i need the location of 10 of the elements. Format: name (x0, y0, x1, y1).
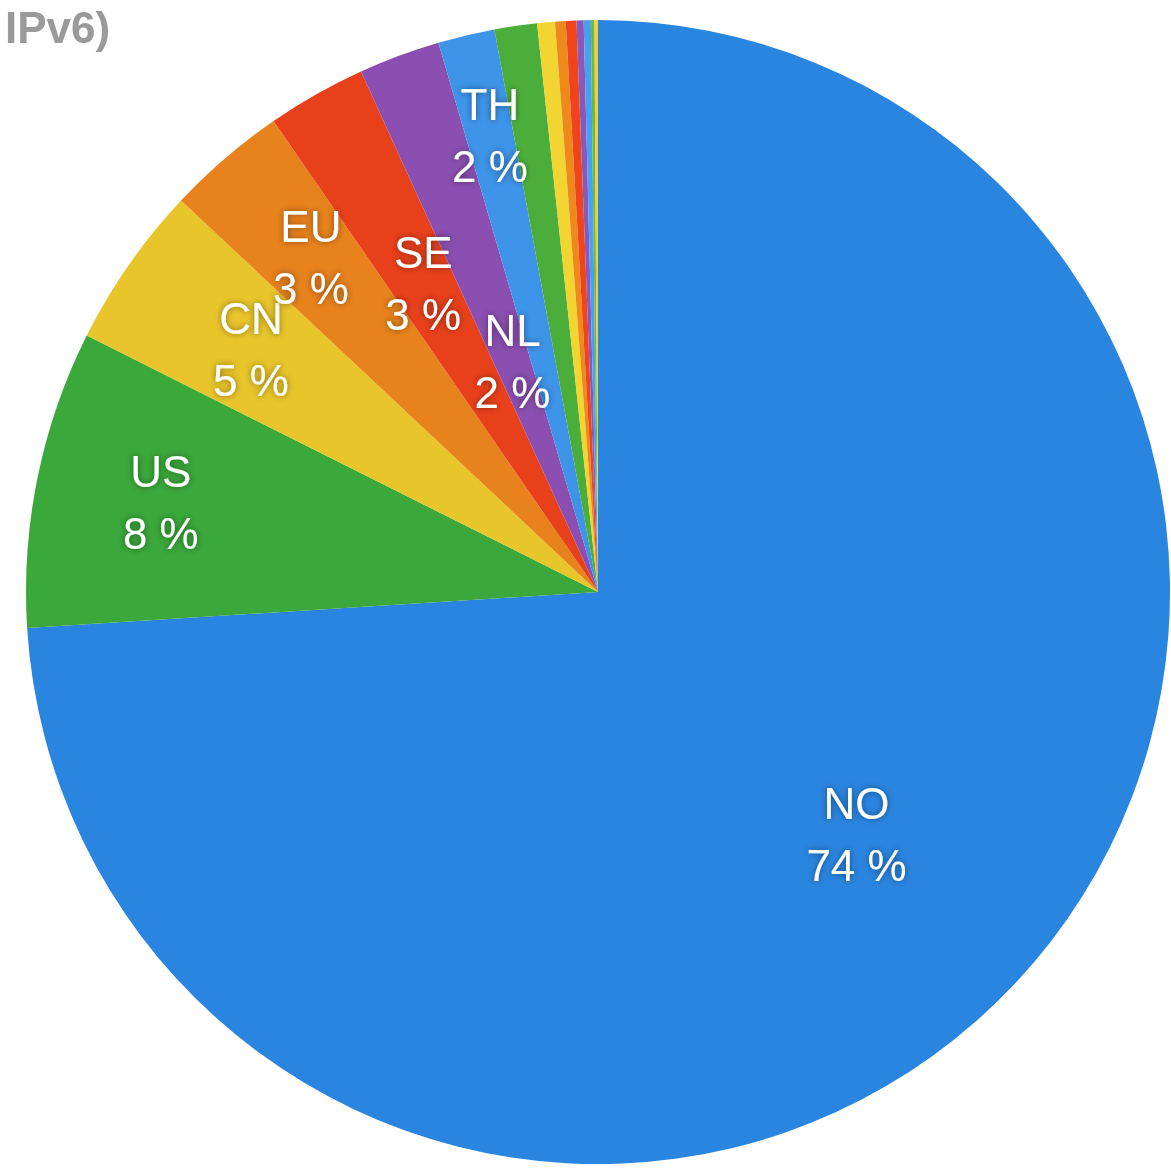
slice-label: US (130, 447, 192, 497)
chart-title: IPv6) (5, 2, 111, 52)
slice-label: NO (823, 779, 890, 829)
data-label: 2 % (474, 367, 551, 417)
slice-label: EU (280, 202, 342, 252)
data-label: 5 % (213, 356, 289, 406)
data-label: 74 % (806, 841, 907, 891)
data-label: 3 % (385, 289, 462, 339)
data-label: 8 % (122, 509, 199, 559)
slice-label: NL (484, 305, 541, 355)
